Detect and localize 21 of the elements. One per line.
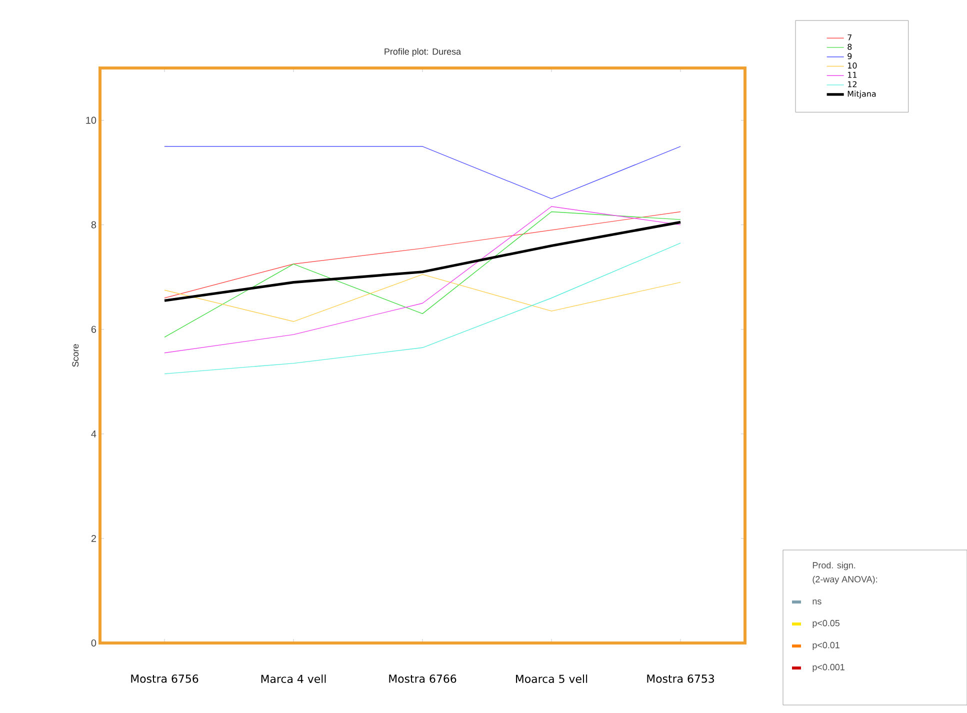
y-tick-label: 4 [91,430,96,438]
text: p<0.05 [812,620,840,628]
chart-title: Profile plot: Duresa [384,48,462,56]
text: p<0.001 [812,664,844,672]
text: (2-way ANOVA): [812,576,877,584]
y-tick-label: 8 [91,221,96,228]
y-tick-label: 2 [91,534,96,542]
line-series [164,242,681,374]
y-axis-title: Score [72,344,79,367]
text: ns [812,600,822,604]
x-tick-label: Moarca 5 vell [516,674,588,683]
text: p<0.01 [812,642,840,650]
y-tick-label: 6 [91,326,96,333]
y-tick-label: 10 [86,116,96,124]
x-tick-label: Mostra 6756 [131,674,198,683]
text: Prod. sign. [812,562,856,570]
x-tick-label: Marca 4 vell [261,674,326,683]
line-series [164,274,681,322]
y-tick-label: 0 [91,639,96,647]
x-tick-label: Mostra 6753 [647,674,714,683]
x-tick-label: Mostra 6766 [389,674,456,683]
